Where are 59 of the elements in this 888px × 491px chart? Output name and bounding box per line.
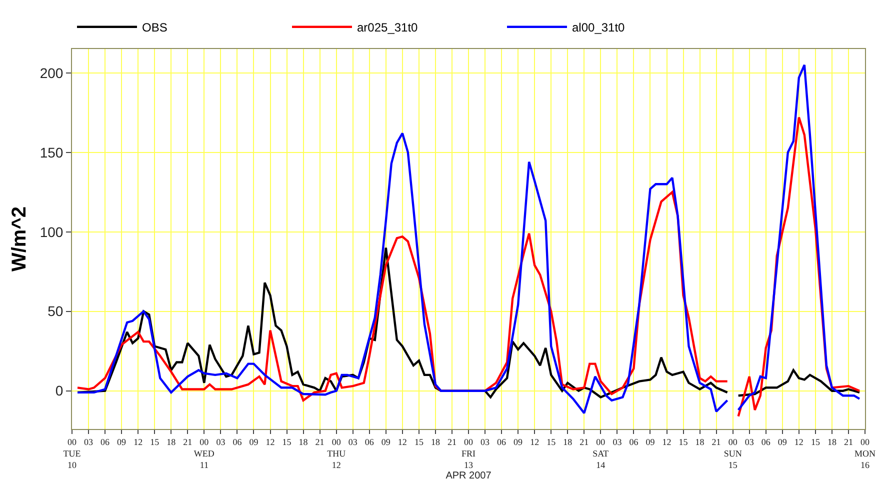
y-tick-label: 100 (40, 224, 64, 240)
x-tick-label: 06 (100, 436, 110, 447)
x-tick-label: 06 (232, 436, 242, 447)
x-tick-label: 09 (249, 436, 259, 447)
x-tick-label: 15 (282, 436, 292, 447)
x-tick-label: 09 (117, 436, 127, 447)
x-tick-label: 00 MON 16 (854, 436, 876, 470)
legend-label: OBS (142, 20, 168, 35)
x-tick-label: 21 (183, 436, 192, 447)
x-tick-label: 18 (430, 436, 440, 447)
x-tick-label: 18 (695, 436, 705, 447)
x-tick-label: 06 (629, 436, 639, 447)
x-axis-title: APR 2007 (446, 470, 492, 482)
x-tick-label: 18 (563, 436, 573, 447)
x-tick-label: 09 (646, 436, 656, 447)
x-tick-label: 12 (794, 436, 804, 447)
x-tick-label: 03 (744, 436, 754, 447)
x-tick-label: 18 (827, 436, 837, 447)
x-tick-label: 12 (530, 436, 540, 447)
x-tick-label: 03 (348, 436, 358, 447)
x-tick-label: 00 SUN 15 (724, 436, 742, 470)
x-tick-label: 00 THU 12 (327, 436, 346, 470)
x-tick-label: 21 (580, 436, 589, 447)
x-tick-label: 12 (134, 436, 143, 447)
y-tick-label: 150 (40, 144, 64, 160)
x-tick-label: 12 (398, 436, 407, 447)
legend-label: al00_31t0 (572, 20, 626, 35)
x-tick-label: 15 (414, 436, 424, 447)
y-tick-label: 200 (40, 64, 64, 81)
x-tick-label: 03 (480, 436, 490, 447)
x-tick-label: 09 (381, 436, 391, 447)
y-axis-title: W/m^2 (8, 206, 30, 272)
x-tick-label: 00 TUE 10 (63, 436, 82, 470)
x-tick-label: 09 (778, 436, 788, 447)
y-tick-label: 50 (48, 303, 64, 320)
legend-label: ar025_31t0 (357, 20, 418, 35)
x-tick-label: 18 (298, 436, 308, 447)
x-tick-label: 06 (364, 436, 374, 447)
x-tick-label: 12 (266, 436, 275, 447)
x-tick-label: 15 (546, 436, 556, 447)
x-tick-label: 18 (166, 436, 176, 447)
x-tick-label: 15 (678, 436, 688, 447)
x-tick-label: 12 (662, 436, 672, 447)
x-tick-label: 03 (84, 436, 94, 447)
x-tick-label: 00 WED 11 (194, 436, 215, 470)
x-tick-label: 06 (497, 436, 507, 447)
x-tick-label: 21 (712, 436, 721, 447)
x-tick-label: 15 (810, 436, 820, 447)
x-tick-label: 06 (761, 436, 771, 447)
x-tick-label: 00 FRI 13 (461, 436, 476, 470)
x-tick-label: 21 (447, 436, 456, 447)
x-tick-label: 03 (612, 436, 622, 447)
x-tick-label: 21 (315, 436, 324, 447)
x-tick-label: 03 (216, 436, 226, 447)
x-tick-label: 09 (514, 436, 524, 447)
x-tick-label: 00 SAT 14 (592, 436, 610, 470)
y-tick-label: 0 (55, 382, 64, 399)
x-tick-label: 15 (150, 436, 160, 447)
x-tick-label: 21 (844, 436, 853, 447)
